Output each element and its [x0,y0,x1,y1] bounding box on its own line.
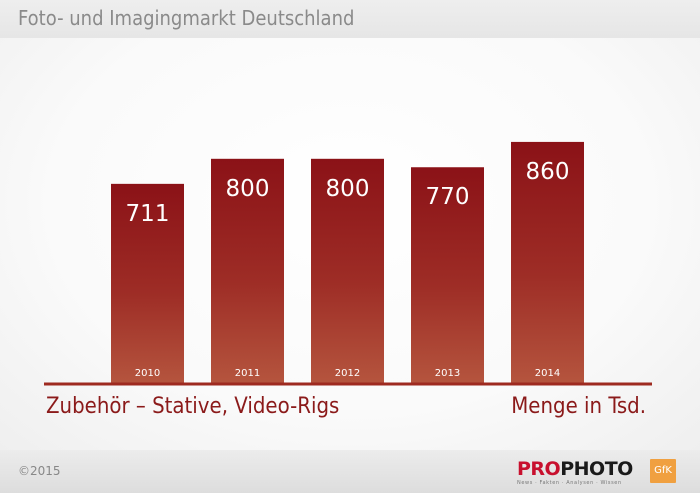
category-label-2010: 2010 [135,368,160,379]
gfk-logo: GfK [650,459,676,483]
bar-2011 [211,158,284,384]
bar-2010 [111,183,184,384]
value-label-2014: 860 [526,159,570,185]
bar-chart: 711 2010 800 2011 800 2012 770 2013 860 2014 [44,141,652,386]
category-label-2011: 2011 [235,368,260,379]
value-label-2010: 711 [126,201,170,227]
value-label-2012: 800 [326,176,370,202]
brand-pro: PRO [517,458,561,480]
prophoto-logo: PROPHOTO News · Fakten · Analysen · Wiss… [517,459,633,486]
unit-label: Menge in Tsd. [511,394,646,419]
header-band: Foto- und Imagingmarkt Deutschland [0,0,700,38]
footer: ©2015 PROPHOTO News · Fakten · Analysen … [0,450,700,493]
chart-subtitle: Zubehör – Stative, Video-Rigs [46,394,340,419]
bar-2014 [511,141,584,384]
brand-photo: PHOTO [560,458,633,480]
bar-2012 [311,158,384,384]
copyright: ©2015 [18,464,61,478]
value-label-2011: 800 [226,176,270,202]
page-title: Foto- und Imagingmarkt Deutschland [18,6,355,30]
category-label-2012: 2012 [335,368,360,379]
brand-tagline: News · Fakten · Analysen · Wissen [517,480,622,486]
value-label-2013: 770 [426,184,470,210]
category-label-2014: 2014 [535,368,560,379]
category-label-2013: 2013 [435,368,460,379]
chart-area: 711 2010 800 2011 800 2012 770 2013 860 2014 Zube… [0,38,700,450]
bar-2013 [411,167,484,384]
